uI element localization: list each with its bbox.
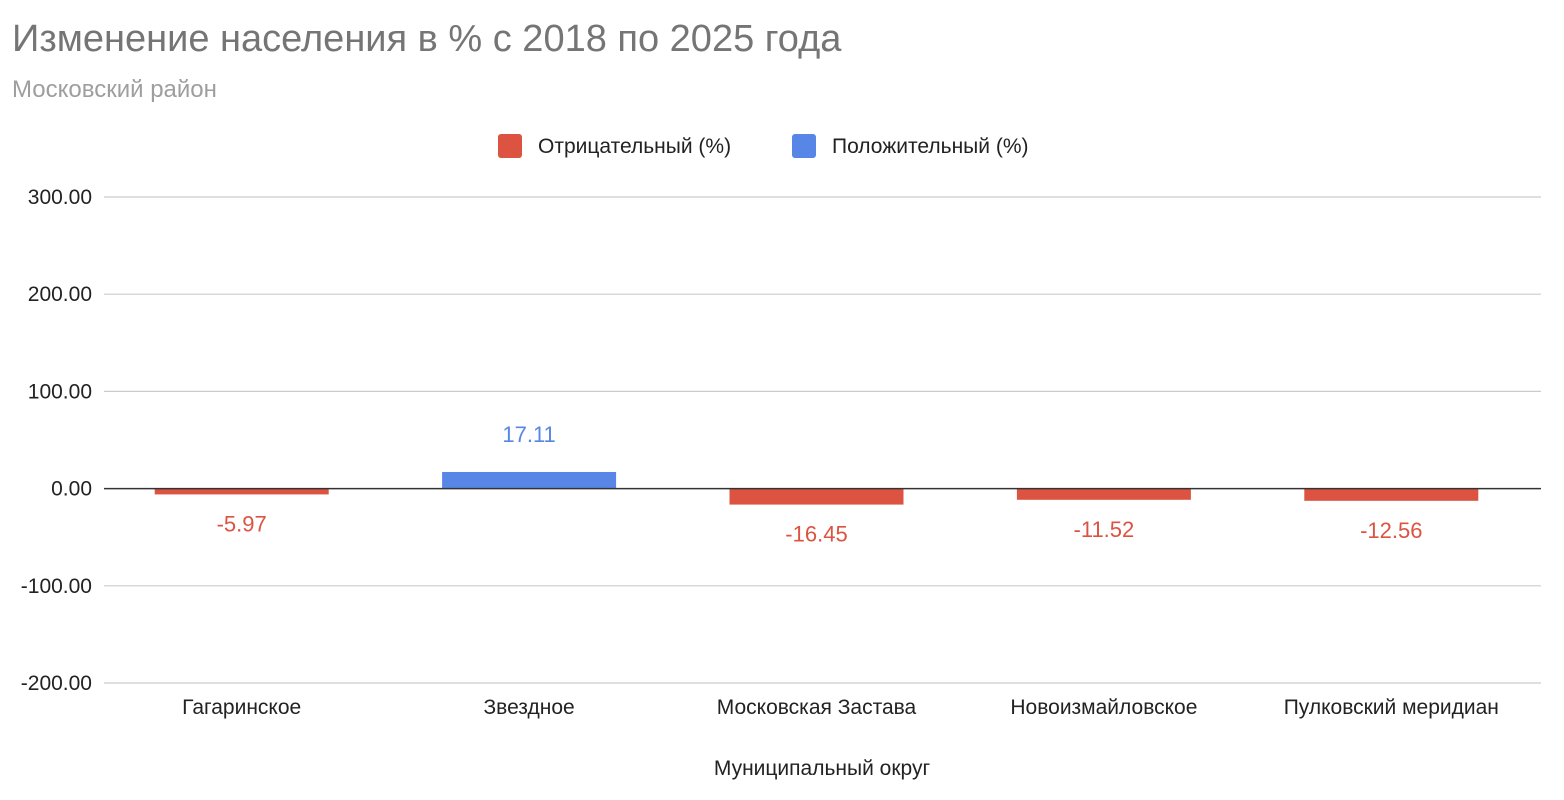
y-tick-labels: 300.00 200.00 100.00 0.00 -100.00 -200.00 <box>21 186 92 695</box>
y-tick-label: -200.00 <box>21 672 92 695</box>
x-axis-title: Муниципальный округ <box>714 757 931 780</box>
chart-title: Изменение населения в % с 2018 по 2025 г… <box>12 18 842 60</box>
data-label: -11.52 <box>1074 517 1135 542</box>
x-category-label: Московская Застава <box>717 696 917 719</box>
data-label: -5.97 <box>217 511 267 536</box>
x-category-label: Звездное <box>483 696 574 719</box>
y-tick-label: 300.00 <box>28 186 92 209</box>
chart-subtitle: Московский район <box>12 76 217 103</box>
y-tick-label: 0.00 <box>51 478 92 501</box>
legend-swatch <box>498 134 522 158</box>
bar-negative <box>1016 488 1191 500</box>
legend-label: Положительный (%) <box>832 135 1029 158</box>
bar-negative <box>1304 488 1479 501</box>
y-tick-label: 100.00 <box>28 380 92 403</box>
x-category-label: Новоизмайловское <box>1010 696 1197 719</box>
data-label: 17.11 <box>502 422 555 447</box>
bars <box>154 471 1479 505</box>
y-tick-label: -100.00 <box>21 575 92 598</box>
legend-label: Отрицательный (%) <box>538 135 731 158</box>
y-tick-label: 200.00 <box>28 283 92 306</box>
legend[interactable]: Отрицательный (%) Положительный (%) <box>498 134 1029 158</box>
bar-negative <box>154 488 329 495</box>
x-category-label: Гагаринское <box>182 696 301 719</box>
bar-positive <box>442 471 617 489</box>
data-label: -12.56 <box>1360 518 1422 543</box>
x-category-labels: Гагаринское Звездное Московская Застава Нов… <box>182 696 1499 719</box>
bar-negative <box>729 488 904 505</box>
data-labels: -5.97 17.11 -16.45 -11.52 -12.56 <box>217 422 1423 547</box>
data-label: -16.45 <box>785 522 847 547</box>
x-category-label: Пулковский меридиан <box>1284 696 1499 719</box>
legend-swatch <box>792 134 816 158</box>
gridlines <box>104 196 1541 684</box>
